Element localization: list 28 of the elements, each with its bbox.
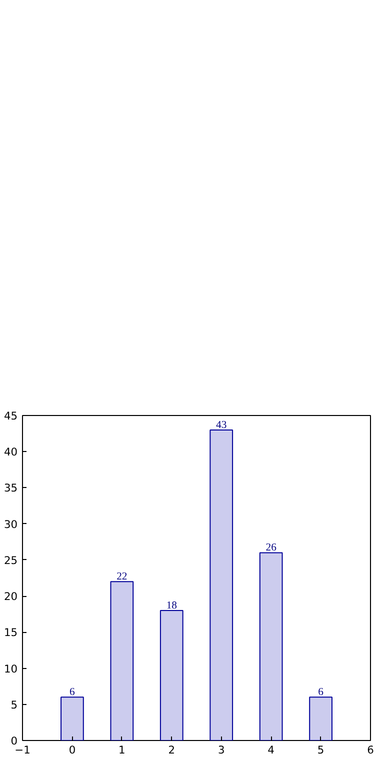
x-tick-label: 0 [68, 744, 76, 756]
y-tick-label: 20 [4, 590, 18, 604]
x-tick-label: 1 [118, 744, 126, 756]
data-label: 43 [216, 420, 227, 431]
x-tick-label: 6 [367, 744, 374, 756]
y-tick-label: 25 [4, 554, 18, 567]
bar [309, 696, 332, 740]
bar [110, 581, 134, 740]
data-label: 6 [70, 687, 76, 698]
data-label: 22 [116, 572, 128, 583]
y-tick-label: 40 [4, 446, 18, 459]
y-tick-label: 5 [10, 698, 18, 712]
y-tick-label: 45 [4, 410, 18, 422]
y-tick-label: 35 [4, 482, 18, 495]
y-tick-label: 15 [4, 626, 18, 640]
x-tick-label: 4 [268, 744, 275, 756]
bar [60, 696, 84, 740]
data-label: 6 [318, 687, 324, 698]
x-tick-label: 5 [317, 744, 324, 756]
data-label: 26 [266, 542, 278, 554]
y-tick-label: 10 [4, 662, 18, 676]
x-tick-label: 2 [168, 744, 176, 756]
y-tick-label: 30 [4, 518, 18, 531]
bar [259, 552, 283, 740]
data-label: 18 [166, 600, 177, 612]
bar [160, 610, 184, 740]
x-tick-label: 3 [218, 744, 225, 756]
bar [210, 429, 234, 740]
